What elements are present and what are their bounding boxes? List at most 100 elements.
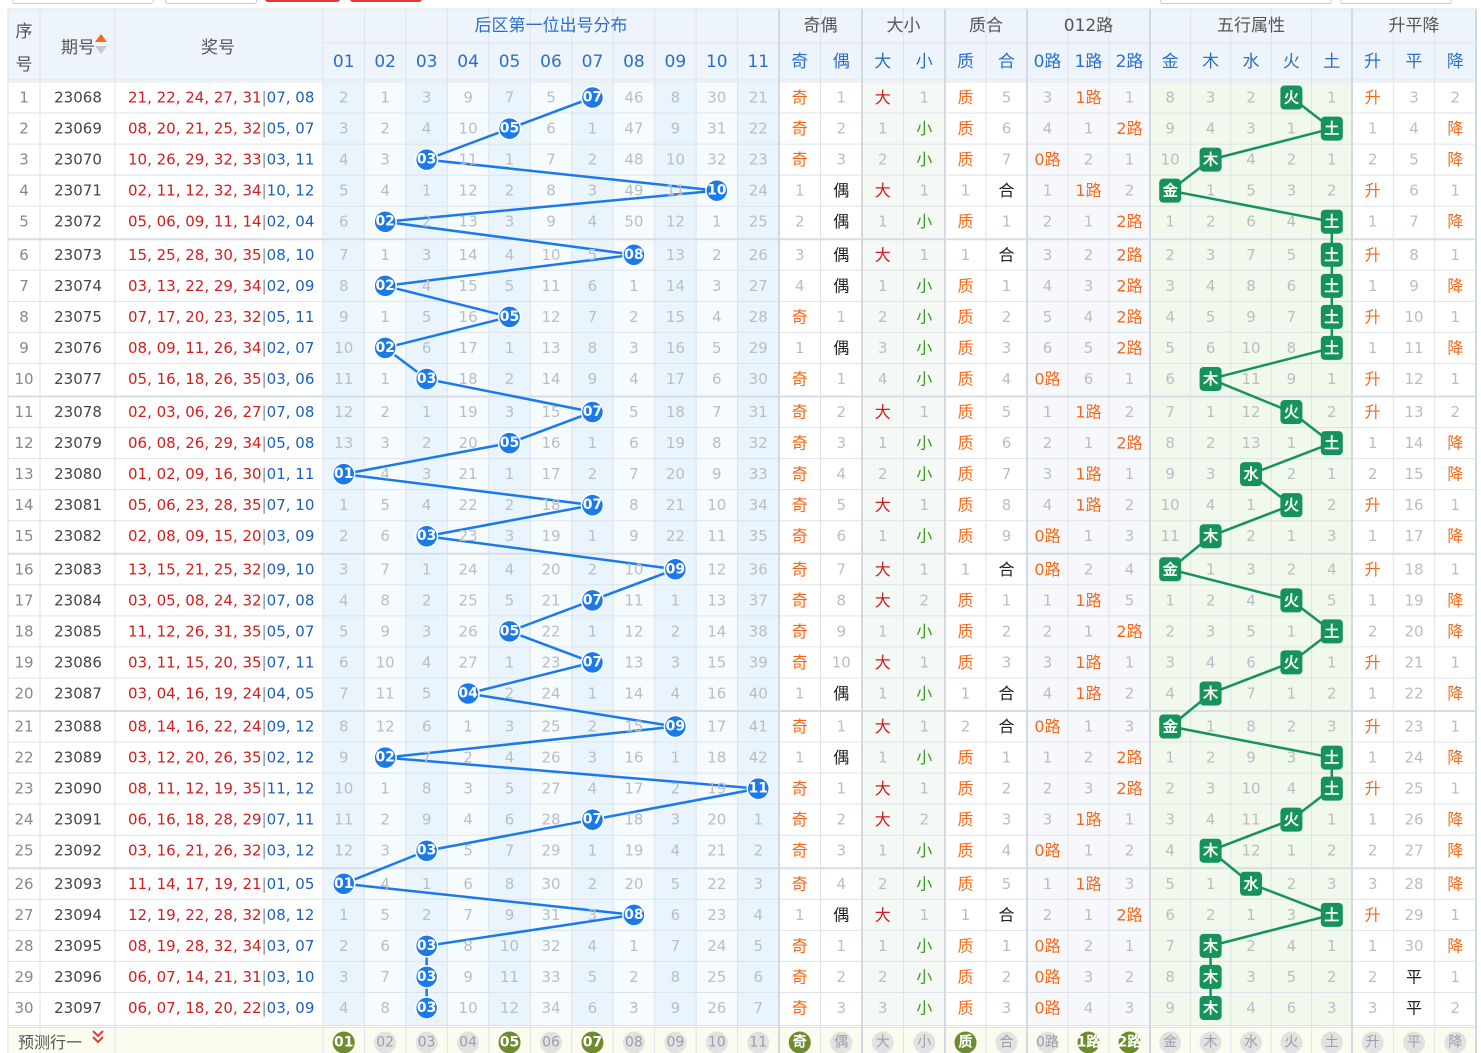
- attribute-miss: 1: [919, 182, 929, 200]
- attribute-miss: 10: [1241, 339, 1260, 357]
- prediction-ball[interactable]: [1403, 1031, 1425, 1053]
- prediction-ball[interactable]: [498, 1031, 521, 1053]
- front-numbers: 06, 07, 18, 20, 22: [128, 999, 262, 1017]
- row-issue: 23068: [54, 89, 102, 107]
- miss-count: 2: [422, 213, 432, 231]
- right-control-1[interactable]: [1160, 0, 1332, 4]
- hit-ball: [373, 336, 397, 360]
- attribute-miss: 2: [1327, 684, 1337, 702]
- sort-desc-icon[interactable]: [95, 46, 107, 54]
- miss-count: 23: [749, 151, 768, 169]
- prediction-ball[interactable]: [954, 1031, 977, 1053]
- prediction-ball[interactable]: [788, 1031, 811, 1053]
- prediction-ball[interactable]: [913, 1031, 936, 1053]
- sort-asc-icon[interactable]: [95, 34, 107, 42]
- prediction-ball[interactable]: [830, 1031, 853, 1053]
- miss-count: 26: [749, 246, 768, 264]
- prediction-ball[interactable]: [374, 1031, 397, 1053]
- attribute-miss: 2: [1002, 622, 1012, 640]
- miss-count: 35: [749, 527, 768, 545]
- miss-count: 29: [749, 339, 768, 357]
- row-numbers: 08, 14, 16, 22, 24|09, 12: [128, 718, 314, 736]
- prediction-ball[interactable]: [1320, 1031, 1343, 1053]
- miss-count: 4: [505, 749, 515, 767]
- red-action-button-1[interactable]: [265, 0, 340, 2]
- miss-count: 10: [459, 120, 478, 138]
- back-numbers: 07, 08: [267, 403, 315, 421]
- attribute-miss: 9: [1165, 465, 1175, 483]
- hit-ball: [414, 367, 439, 391]
- trend-segment: [1210, 377, 1292, 414]
- row-numbers: 02, 03, 06, 26, 27|07, 08: [128, 403, 314, 421]
- prediction-ball[interactable]: [705, 1031, 728, 1053]
- miss-count: 6: [505, 811, 515, 829]
- prediction-ball[interactable]: [540, 1031, 562, 1053]
- prediction-ball[interactable]: [415, 1031, 438, 1053]
- filter-select-1[interactable]: [12, 0, 154, 4]
- right-control-2[interactable]: [1340, 0, 1452, 4]
- trend-segment: [509, 630, 593, 664]
- prediction-ball[interactable]: [457, 1031, 480, 1053]
- miss-count: 2: [422, 434, 432, 452]
- prediction-ball[interactable]: [1444, 1031, 1467, 1053]
- prediction-ball[interactable]: [581, 1031, 604, 1053]
- prediction-ball[interactable]: [622, 1031, 645, 1053]
- prediction-ball-label: 偶: [834, 1035, 848, 1051]
- red-action-button-2[interactable]: [350, 0, 422, 2]
- prediction-ball[interactable]: [332, 1031, 355, 1053]
- attribute-miss: 22: [1404, 684, 1423, 702]
- prediction-ball[interactable]: [1361, 1031, 1384, 1053]
- attribute-hit: 小: [916, 212, 932, 231]
- prediction-ball[interactable]: [1077, 1031, 1100, 1053]
- prediction-ball[interactable]: [871, 1031, 894, 1053]
- prediction-ball-label: 金: [1163, 1035, 1177, 1051]
- prediction-ball[interactable]: [1118, 1031, 1141, 1053]
- row-numbers: 15, 25, 28, 30, 35|08, 10: [128, 246, 314, 264]
- prediction-ball[interactable]: [995, 1031, 1018, 1053]
- attribute-miss: 3: [1287, 749, 1297, 767]
- prediction-ball[interactable]: [1036, 1031, 1059, 1053]
- prediction-ball[interactable]: [1159, 1031, 1182, 1053]
- attribute-miss: 6: [1246, 213, 1256, 231]
- prediction-ball[interactable]: [664, 1031, 687, 1053]
- attribute-miss: 3: [878, 999, 888, 1017]
- group-separator: [778, 9, 780, 1053]
- front-numbers: 06, 16, 18, 28, 29: [128, 811, 262, 829]
- attribute-miss: 1: [919, 496, 929, 514]
- back-numbers: 09, 12: [267, 718, 315, 736]
- attribute-miss: 8: [1409, 246, 1419, 264]
- attribute-hit: 质: [957, 653, 973, 672]
- hit-ball-label: 02: [375, 214, 394, 230]
- element-badge: [1199, 995, 1222, 1020]
- miss-count: 7: [588, 308, 598, 326]
- miss-count: 13: [707, 591, 726, 609]
- numbers-separator: |: [262, 560, 267, 578]
- prediction-ball[interactable]: [1199, 1031, 1222, 1053]
- back-numbers: 05, 08: [267, 434, 315, 452]
- miss-count: 4: [588, 937, 598, 955]
- miss-count: 31: [707, 120, 726, 138]
- miss-count: 39: [749, 653, 768, 671]
- attribute-miss: 2: [878, 308, 888, 326]
- back-numbers: 03, 09: [267, 527, 315, 545]
- prediction-ball[interactable]: [1280, 1031, 1303, 1053]
- attribute-miss: 12: [1241, 403, 1260, 421]
- attribute-miss: 1: [961, 182, 971, 200]
- miss-count: 21: [459, 465, 478, 483]
- row-issue: 23084: [54, 591, 102, 609]
- miss-count: 25: [541, 718, 560, 736]
- front-numbers: 05, 16, 18, 26, 35: [128, 370, 262, 388]
- prediction-ball[interactable]: [1240, 1031, 1262, 1053]
- attribute-miss: 8: [1002, 496, 1012, 514]
- prediction-ball[interactable]: [747, 1031, 770, 1053]
- numbers-separator: |: [262, 308, 267, 326]
- front-numbers: 03, 16, 21, 26, 32: [128, 842, 262, 860]
- expand-chevron-icon[interactable]: [92, 1030, 104, 1044]
- attribute-hit: 1路: [1075, 496, 1101, 515]
- distribution-header: 后区第一位出号分布: [475, 16, 628, 36]
- trend-segment: [426, 534, 676, 571]
- miss-count: 50: [624, 213, 643, 231]
- trend-segment: [1250, 882, 1333, 916]
- group-col-header: 土: [1323, 52, 1340, 72]
- filter-select-2[interactable]: [165, 0, 257, 4]
